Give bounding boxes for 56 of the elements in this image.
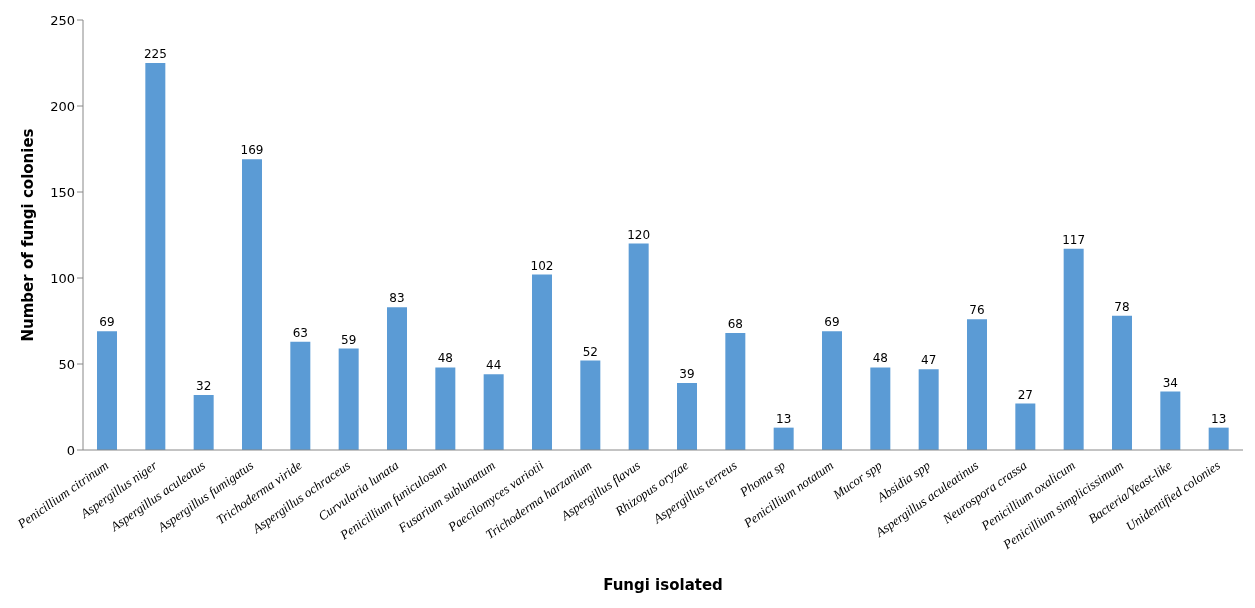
x-axis-title: Fungi isolated	[603, 576, 723, 594]
bar	[967, 319, 987, 450]
bar	[1160, 391, 1181, 450]
y-axis-title: Number of fungi colonies	[19, 128, 38, 342]
bar	[1015, 403, 1036, 450]
y-tick-label: 150	[50, 184, 75, 200]
data-label: 78	[1114, 299, 1130, 314]
data-label: 39	[679, 366, 695, 381]
bar	[725, 333, 746, 450]
data-label: 27	[1017, 387, 1033, 402]
bar	[145, 63, 166, 450]
data-label: 63	[292, 325, 308, 340]
data-label: 48	[872, 351, 888, 366]
bar	[242, 159, 262, 450]
bar	[822, 331, 842, 450]
bar	[483, 374, 504, 450]
data-label: 102	[530, 258, 554, 273]
data-label: 120	[627, 227, 651, 242]
bar	[532, 274, 552, 450]
data-label: 69	[99, 315, 115, 330]
bar	[1063, 248, 1084, 450]
data-label: 117	[1062, 232, 1086, 247]
data-label: 48	[437, 351, 453, 366]
bar	[435, 367, 456, 450]
bar	[773, 427, 794, 450]
bar	[628, 243, 649, 450]
data-label: 76	[969, 303, 985, 318]
y-tick-label: 250	[50, 12, 75, 28]
bar	[387, 307, 407, 450]
data-label: 83	[389, 291, 405, 306]
bar	[193, 394, 214, 450]
bar	[870, 367, 891, 450]
data-label: 32	[196, 378, 212, 393]
data-label: 69	[824, 315, 840, 330]
bar	[1112, 315, 1132, 450]
bar	[290, 341, 311, 450]
bar	[580, 360, 601, 450]
data-label: 13	[1211, 411, 1227, 426]
data-label: 59	[341, 332, 357, 347]
y-tick-label: 100	[50, 270, 75, 286]
y-tick-label: 50	[58, 356, 75, 372]
data-label: 34	[1162, 375, 1178, 390]
data-label: 13	[776, 411, 792, 426]
bar	[338, 348, 359, 450]
bar	[1208, 427, 1229, 450]
data-label: 169	[240, 143, 264, 158]
data-label: 52	[582, 344, 598, 359]
bar	[97, 331, 117, 450]
y-tick-label: 200	[50, 98, 75, 114]
bar	[918, 369, 939, 450]
data-label: 47	[921, 353, 937, 368]
data-label: 44	[486, 358, 502, 373]
data-label: 225	[143, 47, 167, 61]
data-label: 68	[727, 317, 743, 332]
y-tick-label: 0	[66, 442, 75, 458]
bar	[677, 382, 697, 450]
